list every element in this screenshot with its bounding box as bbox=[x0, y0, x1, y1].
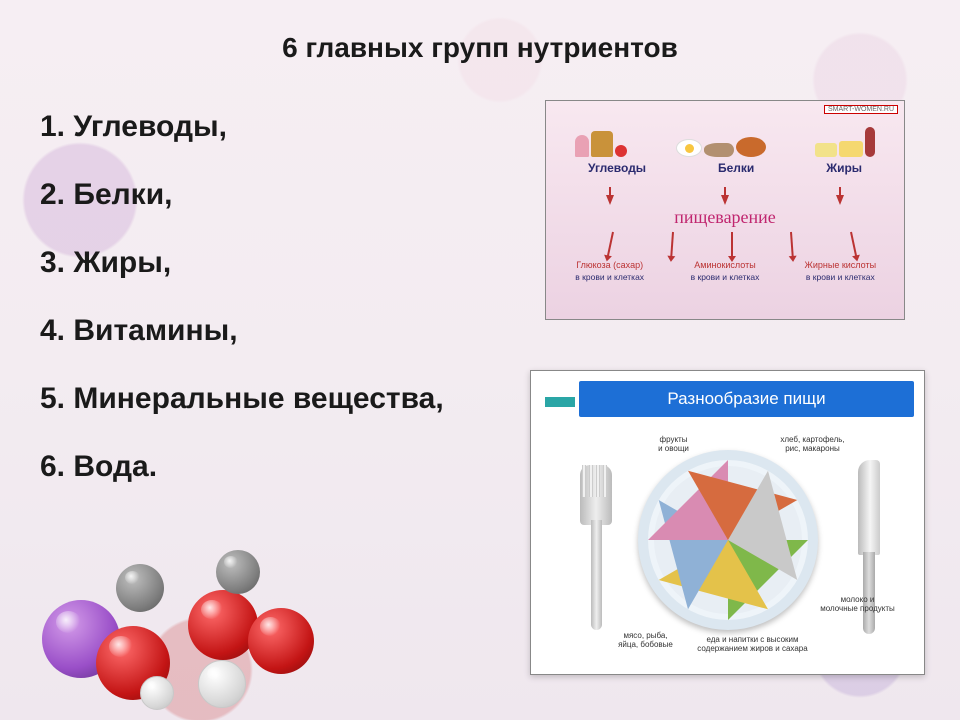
output-head: Жирные кислоты bbox=[785, 260, 895, 271]
separator: . bbox=[149, 450, 157, 483]
item-number: 3. bbox=[40, 246, 65, 279]
item-number: 4. bbox=[40, 314, 65, 347]
label-dairy: молоко имолочные продукты bbox=[818, 595, 898, 613]
molecule-illustration bbox=[30, 512, 380, 712]
arrow-down-icon bbox=[607, 232, 614, 258]
digestion-diagram: SMART-WOMEN.RU Углеводы Белки Жиры пищев… bbox=[545, 100, 905, 320]
item-label: Углеводы bbox=[73, 110, 218, 143]
label-meat: мясо, рыба,яйца, бобовые bbox=[606, 631, 686, 649]
atom-white-icon bbox=[140, 676, 174, 710]
separator: , bbox=[219, 110, 227, 143]
banner-wrap: Разнообразие пищи bbox=[545, 381, 914, 425]
output-glucose: Глюкоза (сахар) в крови и клетках bbox=[555, 260, 665, 282]
fat-foods bbox=[815, 127, 875, 157]
list-item: 6. Вода. bbox=[40, 450, 560, 484]
atom-grey-icon bbox=[116, 564, 164, 612]
atom-white-icon bbox=[198, 660, 246, 708]
output-sub: в крови и клетках bbox=[806, 272, 875, 282]
item-label: Минеральные вещества bbox=[73, 382, 435, 415]
output-fatty: Жирные кислоты в крови и клетках bbox=[785, 260, 895, 282]
arrows-out bbox=[552, 232, 898, 260]
label-fruits-veg: фруктыи овощи bbox=[644, 435, 704, 453]
separator: , bbox=[229, 314, 237, 347]
food-row bbox=[552, 107, 898, 157]
list-item: 5. Минеральные вещества, bbox=[40, 382, 560, 416]
output-sub: в крови и клетках bbox=[575, 272, 644, 282]
atom-grey-icon bbox=[216, 550, 260, 594]
output-amino: Аминокислоты в крови и клетках bbox=[670, 260, 780, 282]
atom-red-icon bbox=[248, 608, 314, 674]
nutrient-list: 1. Углеводы, 2. Белки, 3. Жиры, 4. Витам… bbox=[40, 110, 560, 518]
fork-icon bbox=[576, 465, 616, 630]
arrow-down-icon bbox=[606, 195, 614, 205]
list-item: 2. Белки, bbox=[40, 178, 560, 212]
arrow-down-icon bbox=[836, 195, 844, 205]
item-number: 1. bbox=[40, 110, 65, 143]
output-sub: в крови и клетках bbox=[691, 272, 760, 282]
banner-title: Разнообразие пищи bbox=[579, 381, 914, 417]
separator: , bbox=[163, 246, 173, 279]
separator: , bbox=[435, 382, 443, 415]
separator: , bbox=[164, 178, 172, 211]
atom-red-icon bbox=[188, 590, 258, 660]
list-item: 4. Витамины, bbox=[40, 314, 560, 348]
arrow-down-icon bbox=[721, 195, 729, 205]
arrow-down-icon bbox=[731, 232, 733, 258]
item-number: 2. bbox=[40, 178, 65, 211]
digestion-label: пищеварение bbox=[552, 207, 898, 228]
arrow-down-icon bbox=[670, 232, 674, 258]
cat-fats: Жиры bbox=[826, 161, 862, 175]
watermark: SMART-WOMEN.RU bbox=[824, 105, 898, 114]
arrow-down-icon bbox=[790, 232, 794, 258]
arrows-in bbox=[552, 177, 898, 205]
item-label: Белки bbox=[73, 178, 164, 211]
item-label: Вода bbox=[73, 450, 148, 483]
list-item: 3. Жиры, bbox=[40, 246, 560, 280]
outputs-row: Глюкоза (сахар) в крови и клетках Аминок… bbox=[552, 260, 898, 282]
label-fatsugar: еда и напитки с высокимсодержанием жиров… bbox=[688, 635, 818, 653]
item-label: Витамины bbox=[73, 314, 229, 347]
arrow-down-icon bbox=[850, 232, 857, 258]
plate-icon bbox=[638, 450, 818, 630]
carbs-foods bbox=[575, 131, 627, 157]
cat-carbs: Углеводы bbox=[588, 161, 646, 175]
accent-bar bbox=[545, 397, 575, 407]
item-number: 5. bbox=[40, 382, 65, 415]
slide-title: 6 главных групп нутриентов bbox=[0, 0, 960, 64]
plate-area: фруктыи овощи хлеб, картофель,рис, макар… bbox=[548, 435, 908, 655]
food-diversity-card: Разнообразие пищи фруктыи овощи хлеб, ка… bbox=[530, 370, 925, 675]
item-label: Жиры bbox=[73, 246, 163, 279]
label-bread-rice: хлеб, картофель,рис, макароны bbox=[768, 435, 858, 453]
item-number: 6. bbox=[40, 450, 65, 483]
cat-proteins: Белки bbox=[718, 161, 754, 175]
output-head: Аминокислоты bbox=[670, 260, 780, 271]
list-item: 1. Углеводы, bbox=[40, 110, 560, 144]
protein-foods bbox=[676, 137, 766, 157]
category-labels: Углеводы Белки Жиры bbox=[552, 161, 898, 175]
